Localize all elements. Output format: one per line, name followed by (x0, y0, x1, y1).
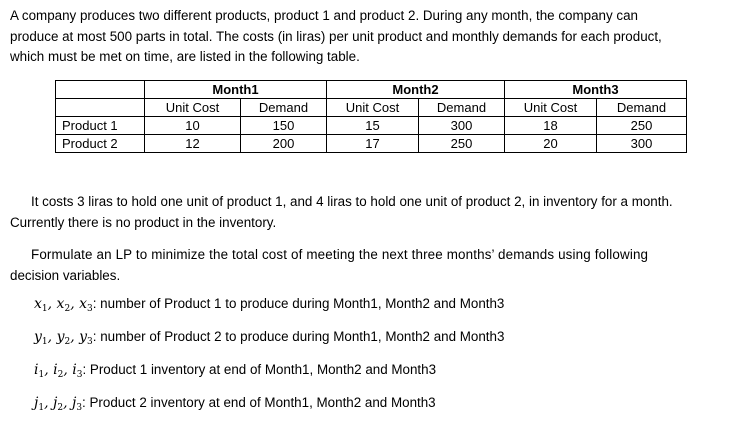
task-line-2: decision variables. (10, 268, 121, 283)
column-header: Unit Cost (326, 98, 419, 117)
variable-symbols: y1, y2, y3 (34, 329, 93, 347)
table-row: Product 1 10 150 15 300 18 250 (55, 116, 687, 135)
intro-line-1: A company produces two different product… (10, 8, 638, 23)
table-cell: 18 (504, 116, 597, 135)
variable-symbols: x1, x2, x3 (34, 296, 93, 314)
month-header: Month3 (504, 80, 687, 99)
table-month-header-row: Month1 Month2 Month3 (55, 80, 687, 99)
intro-line-3: which must be met on time, are listed in… (10, 49, 360, 64)
column-header: Demand (418, 98, 505, 117)
variable-description: : number of Product 1 to produce during … (92, 296, 505, 311)
table-cell: 150 (240, 116, 327, 135)
table-cell: 300 (418, 116, 505, 135)
intro-paragraph: A company produces two different product… (10, 6, 738, 68)
cost-demand-table: Month1 Month2 Month3 Unit Cost Demand Un… (55, 80, 687, 153)
variable-description: : Product 1 inventory at end of Month1, … (82, 362, 437, 377)
table-cell: 17 (326, 134, 419, 153)
intro-line-2: produce at most 500 parts in total. The … (10, 28, 662, 44)
table-cell: 20 (504, 134, 597, 153)
variable-definition-y: y1, y2, y3: number of Product 2 to produ… (34, 329, 504, 347)
table-empty-cell (55, 98, 145, 117)
holding-cost-line-2: Currently there is no product in the inv… (10, 215, 277, 230)
table-cell: 10 (144, 116, 241, 135)
table-corner-cell (55, 80, 145, 99)
column-header: Unit Cost (504, 98, 597, 117)
task-line-1: Formulate an LP to minimize the total co… (31, 247, 649, 262)
variable-description: : number of Product 2 to produce during … (92, 329, 505, 344)
table-cell: 15 (326, 116, 419, 135)
table-row: Product 2 12 200 17 250 20 300 (55, 134, 687, 153)
table-cell: 300 (596, 134, 687, 153)
row-label: Product 2 (55, 134, 145, 153)
table-cell: 200 (240, 134, 327, 153)
column-header: Demand (240, 98, 327, 117)
column-header: Demand (596, 98, 687, 117)
month-header: Month1 (144, 80, 327, 99)
variable-symbols: j1, j2, j3 (34, 395, 83, 413)
variable-definition-x: x1, x2, x3: number of Product 1 to produ… (34, 296, 504, 314)
row-label: Product 1 (55, 116, 145, 135)
table-cell: 250 (596, 116, 687, 135)
variable-definition-j: j1, j2, j3: Product 2 inventory at end o… (34, 395, 436, 413)
month-header: Month2 (326, 80, 505, 99)
table-cell: 12 (144, 134, 241, 153)
variable-symbols: i1, i2, i3 (34, 362, 83, 380)
table-subheader-row: Unit Cost Demand Unit Cost Demand Unit C… (55, 98, 687, 117)
variable-definition-i: i1, i2, i3: Product 1 inventory at end o… (34, 362, 436, 380)
holding-cost-line-1: It costs 3 liras to hold one unit of pro… (31, 194, 673, 209)
column-header: Unit Cost (144, 98, 241, 117)
table-cell: 250 (418, 134, 505, 153)
variable-description: : Product 2 inventory at end of Month1, … (82, 395, 436, 410)
